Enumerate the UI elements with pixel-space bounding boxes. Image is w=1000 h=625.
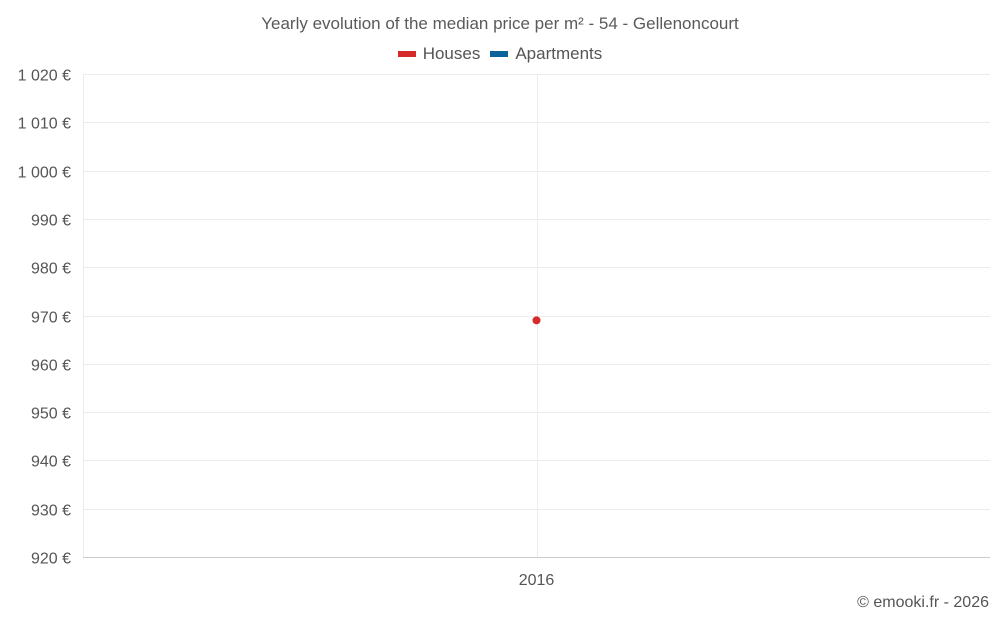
y-tick-label: 990 € [31,213,71,230]
y-tick-label: 980 € [31,261,71,278]
axis-layer: 920 € 930 € 940 € 950 € 960 € 970 € 980 € 990 €… [18,68,555,590]
legend-label-apartments: Apartments [515,44,603,63]
y-tick-label: 930 € [31,503,71,520]
series-layer [532,316,541,325]
y-tick-label: 1 000 € [18,165,71,182]
y-tick-label: 1 010 € [18,116,71,133]
y-tick-label: 970 € [31,310,71,327]
grid-layer [83,74,990,558]
legend-swatch-apartments [490,51,509,57]
y-tick-label: 1 020 € [18,68,71,85]
y-tick-label: 950 € [31,406,71,423]
chart-title: Yearly evolution of the median price per… [261,14,739,33]
y-tick-label: 960 € [31,358,71,375]
y-tick-label: 940 € [31,454,71,471]
legend-item-apartments[interactable]: Apartments [490,44,602,64]
y-tick-label: 920 € [31,551,71,568]
credits[interactable]: © emooki.fr - 2026 [857,594,989,611]
x-tick-label: 2016 [519,572,555,589]
data-point-houses [532,316,541,325]
legend: Houses Apartments [0,44,1000,64]
legend-swatch-houses [397,51,416,57]
legend-item-houses[interactable]: Houses [397,44,481,64]
legend-label-houses: Houses [422,44,481,63]
